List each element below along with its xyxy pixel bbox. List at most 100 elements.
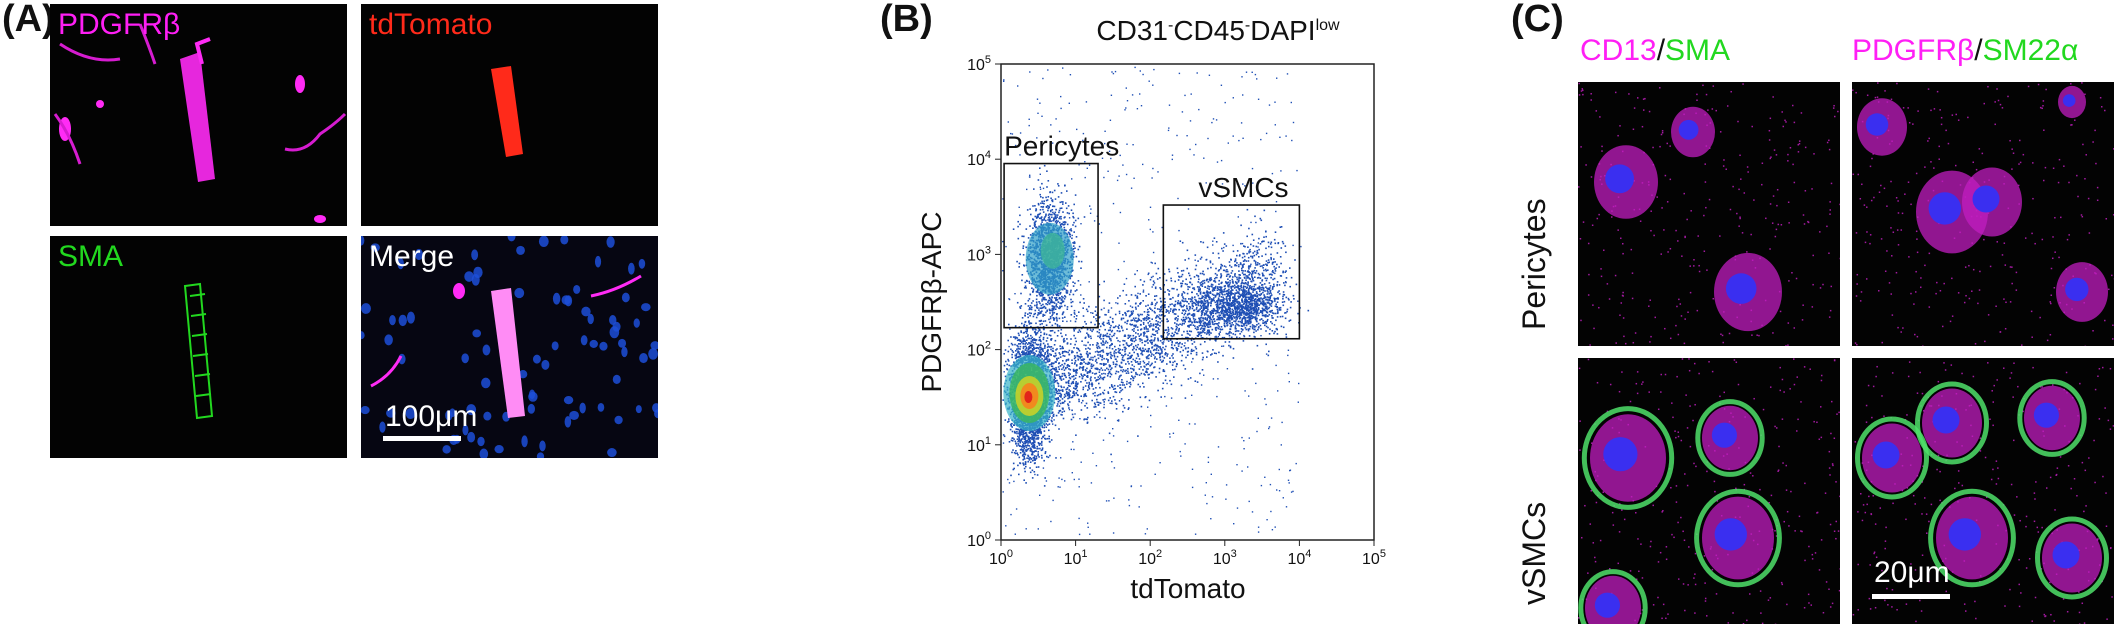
event-dot — [1011, 349, 1014, 352]
event-dot — [1280, 226, 1283, 228]
event-dot — [1029, 225, 1031, 227]
event-dot — [1059, 305, 1061, 308]
event-dot — [1271, 263, 1274, 265]
event-dot — [1012, 468, 1015, 471]
event-dot — [1143, 335, 1145, 337]
event-dot — [1039, 349, 1041, 351]
nucleus — [621, 292, 630, 303]
event-dot — [1174, 368, 1176, 371]
event-dot — [1266, 296, 1269, 298]
event-dot — [1059, 302, 1061, 304]
event-dot — [1043, 424, 1046, 427]
event-dot — [1168, 312, 1170, 314]
event-dot — [1020, 331, 1022, 334]
event-dot — [1047, 345, 1050, 348]
event-dot — [1154, 334, 1156, 336]
event-dot — [1016, 339, 1019, 342]
event-dot — [1042, 294, 1044, 296]
event-dot — [1134, 337, 1136, 339]
event-dot — [1061, 398, 1064, 400]
event-dot — [1011, 430, 1014, 433]
event-dot — [1055, 219, 1058, 222]
event-dot — [1205, 294, 1207, 296]
event-dot — [1202, 309, 1205, 311]
event-dot — [1027, 350, 1030, 352]
event-dot — [1142, 300, 1144, 302]
event-dot — [1049, 309, 1052, 312]
event-dot — [1130, 361, 1133, 363]
event-dot — [1284, 271, 1287, 273]
nucleus — [648, 348, 658, 360]
event-dot — [1039, 323, 1042, 326]
nucleus — [442, 445, 451, 454]
event-dot — [1122, 343, 1125, 346]
event-dot — [1231, 336, 1233, 339]
event-dot — [1019, 343, 1022, 345]
event-dot — [1016, 430, 1018, 433]
event-dot — [1042, 219, 1045, 221]
event-dot — [1011, 440, 1014, 442]
event-dot — [1017, 225, 1019, 228]
event-dot — [1037, 213, 1040, 216]
event-dot — [1202, 306, 1205, 308]
event-dot — [1159, 310, 1162, 312]
event-dot — [1047, 214, 1050, 216]
event-dot — [1060, 299, 1063, 301]
event-dot — [1046, 309, 1049, 312]
event-dot — [1047, 294, 1050, 296]
nucleus — [563, 395, 574, 405]
nucleus — [527, 403, 536, 414]
event-dot — [1021, 446, 1024, 448]
event-dot — [1043, 355, 1045, 357]
event-dot — [1056, 293, 1059, 296]
event-dot — [1037, 447, 1039, 450]
event-dot — [1053, 301, 1055, 304]
event-dot — [1281, 315, 1284, 318]
event-dot — [1206, 326, 1209, 328]
event-dot — [1064, 184, 1066, 187]
event-dot — [1004, 375, 1007, 378]
event-dot — [1010, 474, 1012, 477]
event-dot — [1201, 358, 1204, 361]
event-dot — [1060, 302, 1063, 304]
event-dot — [1040, 346, 1042, 349]
event-dot — [1092, 328, 1094, 331]
event-dot — [1016, 452, 1019, 454]
event-dot — [1094, 373, 1096, 375]
event-dot — [1012, 228, 1015, 230]
event-dot — [1028, 346, 1030, 349]
event-dot — [1025, 228, 1028, 230]
event-dot — [1069, 291, 1072, 293]
event-dot — [1031, 452, 1034, 455]
event-dot — [1017, 443, 1019, 445]
event-dot — [1033, 436, 1036, 439]
event-dot — [1157, 267, 1160, 270]
event-dot — [1020, 448, 1023, 450]
event-dot — [1065, 289, 1068, 292]
event-dot — [1086, 407, 1089, 409]
event-dot — [1052, 219, 1054, 222]
event-dot — [1099, 354, 1101, 356]
event-dot — [1041, 202, 1044, 204]
event-dot — [1087, 389, 1089, 391]
event-dot — [1037, 203, 1040, 206]
event-dot — [1044, 320, 1047, 322]
event-dot — [1030, 325, 1032, 328]
event-dot — [1040, 454, 1043, 457]
event-dot — [1042, 320, 1045, 323]
event-dot — [1030, 346, 1032, 349]
event-dot — [1256, 320, 1258, 323]
event-dot — [1048, 220, 1051, 222]
event-dot — [1061, 372, 1064, 375]
event-dot — [1031, 459, 1034, 462]
event-dot — [1072, 285, 1075, 287]
event-dot — [1026, 448, 1029, 451]
event-dot — [1034, 462, 1036, 464]
event-dot — [1145, 368, 1148, 370]
event-dot — [1046, 424, 1049, 426]
event-dot — [1054, 216, 1056, 218]
event-dot — [1058, 317, 1061, 320]
event-dot — [1139, 303, 1141, 305]
event-dot — [1038, 293, 1041, 296]
event-dot — [1065, 291, 1068, 293]
